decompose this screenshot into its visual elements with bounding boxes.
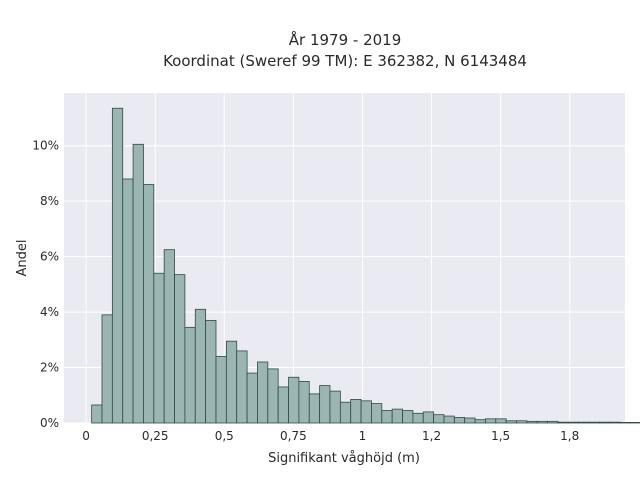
histogram-bar (91, 404, 103, 424)
histogram-bar (194, 308, 207, 424)
histogram-bar (547, 420, 559, 424)
x-tick-label: 1 (359, 429, 367, 443)
chart-title-line2: Koordinat (Sweref 99 TM): E 362382, N 61… (163, 52, 527, 70)
histogram-bar (505, 420, 517, 424)
histogram-bar (536, 420, 549, 424)
histogram-bar (557, 421, 569, 424)
histogram-bar (485, 418, 497, 424)
histogram-bar (599, 421, 611, 424)
y-axis-label: Andel (15, 240, 30, 277)
histogram-bar (609, 421, 621, 424)
histogram-bar (257, 361, 269, 424)
histogram-bar (205, 319, 217, 424)
x-tick-label: 1,2 (422, 429, 441, 443)
histogram-bar (267, 368, 279, 424)
histogram-bar (588, 421, 600, 424)
histogram-bars (91, 107, 640, 424)
histogram-bar (288, 376, 300, 424)
y-tick-label: 8% (40, 194, 59, 208)
histogram-bar (578, 421, 590, 424)
y-tick-label: 0% (40, 416, 59, 430)
histogram-bar (381, 410, 393, 424)
histogram-bar (339, 401, 352, 424)
histogram-bar (464, 417, 476, 424)
y-axis-ticks: 0% 2% 4% 6% 8% 10% (32, 139, 59, 430)
histogram-bar (619, 422, 631, 424)
histogram-bar (433, 414, 445, 424)
histogram-bar (371, 403, 383, 424)
histogram-bar (122, 178, 134, 424)
histogram-bar (277, 386, 289, 424)
histogram-bar (308, 393, 321, 424)
histogram-bar (495, 418, 507, 424)
x-tick-label: 1,5 (491, 429, 510, 443)
histogram-bar (412, 412, 424, 424)
histogram-bar (360, 400, 372, 424)
histogram-bar (225, 340, 238, 424)
histogram-bar (630, 422, 640, 424)
x-tick-label: 0,75 (280, 429, 307, 443)
y-tick-label: 2% (40, 361, 59, 375)
chart-title-line1: År 1979 - 2019 (289, 30, 402, 49)
histogram-bar (184, 326, 196, 424)
histogram-bar (298, 381, 310, 424)
histogram-bar (101, 314, 113, 424)
histogram-bar (163, 249, 175, 424)
histogram-bar (329, 390, 341, 424)
histogram-bar (236, 350, 248, 424)
x-axis-ticks: 0 0,25 0,5 0,75 1 1,2 1,5 1,8 (82, 429, 579, 443)
x-tick-label: 1,8 (560, 429, 579, 443)
histogram-bar (215, 356, 227, 424)
histogram-bar (453, 417, 466, 424)
histogram-bar (174, 274, 186, 424)
y-tick-label: 6% (40, 250, 59, 264)
histogram-bar (567, 421, 580, 424)
y-tick-label: 10% (32, 139, 59, 153)
histogram-bar (143, 184, 155, 424)
x-tick-label: 0 (82, 429, 90, 443)
y-tick-label: 4% (40, 305, 59, 319)
histogram-bar (132, 143, 144, 424)
x-tick-label: 0,5 (215, 429, 234, 443)
histogram-bar (443, 415, 455, 424)
histogram-bar (246, 372, 258, 424)
histogram-bar (516, 420, 528, 424)
histogram-bar (319, 385, 331, 424)
histogram-bar (350, 399, 362, 424)
histogram-bar (422, 411, 435, 424)
histogram-bar (474, 419, 486, 424)
histogram-bar (402, 410, 414, 424)
x-tick-label: 0,25 (142, 429, 169, 443)
histogram-bar (526, 420, 538, 424)
x-axis-label: Signifikant våghöjd (m) (268, 451, 420, 466)
histogram-bar (391, 408, 403, 424)
histogram-bar (153, 272, 165, 424)
histogram-bar (111, 107, 124, 424)
